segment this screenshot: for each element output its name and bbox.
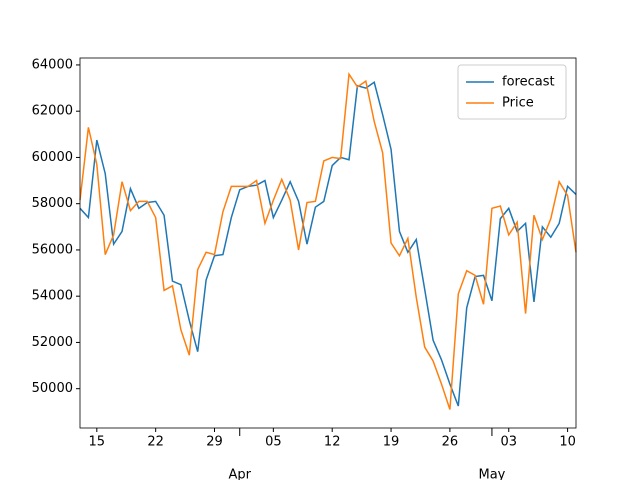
y-tick-label: 58000 — [32, 196, 73, 211]
line-series — [79, 72, 577, 410]
x-month-label: May — [478, 468, 505, 480]
x-tick-label: 15 — [89, 435, 106, 450]
x-tick-label: 26 — [442, 435, 459, 450]
y-tick-label: 54000 — [32, 289, 73, 304]
plot-area — [80, 58, 576, 428]
y-tick-label: 60000 — [32, 150, 73, 165]
line-series — [79, 81, 577, 407]
y-tick-label: 52000 — [32, 335, 73, 350]
y-tick-label: 64000 — [32, 57, 73, 72]
x-tick-label: 29 — [206, 435, 223, 450]
y-tick-label: 50000 — [32, 381, 73, 396]
x-month-label: Apr — [228, 468, 251, 480]
legend-label: forecast — [502, 75, 555, 90]
plot-frame — [79, 57, 577, 429]
legend-box — [457, 64, 567, 120]
x-tick-label: 19 — [383, 435, 400, 450]
x-tick-label: 10 — [559, 435, 576, 450]
x-tick-label: 22 — [147, 435, 164, 450]
y-tick-label: 56000 — [32, 242, 73, 257]
y-tick-label: 62000 — [32, 104, 73, 119]
x-tick-label: 12 — [324, 435, 341, 450]
x-tick-label: 03 — [500, 435, 517, 450]
legend-label: Price — [502, 96, 534, 111]
x-tick-label: 05 — [265, 435, 282, 450]
